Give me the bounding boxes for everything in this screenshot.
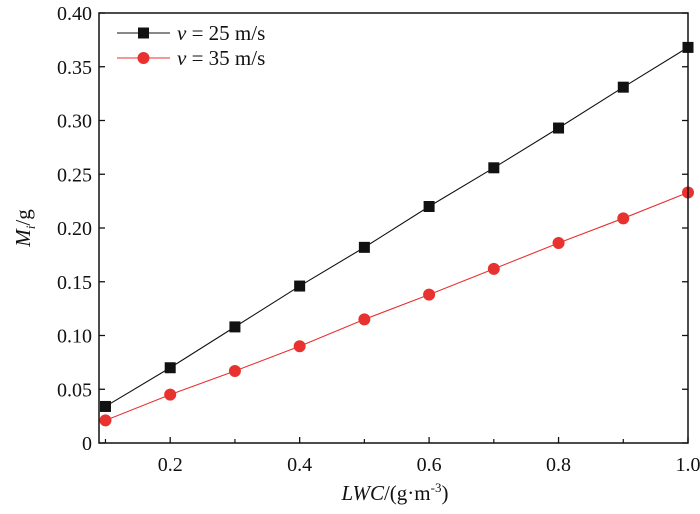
- legend: v = 25 m/sv = 35 m/s: [117, 21, 265, 70]
- data-point-circle: [228, 364, 241, 377]
- x-tick-label: 0.8: [546, 454, 571, 476]
- data-point-circle: [423, 288, 436, 301]
- legend-marker-circle: [137, 52, 150, 64]
- data-point-square: [164, 362, 176, 374]
- y-tick-label: 0.35: [57, 57, 92, 79]
- x-tick-label: 0.6: [417, 454, 442, 476]
- x-tick-label: 0.4: [287, 454, 312, 476]
- legend-marker-square: [138, 27, 149, 39]
- data-point-square: [423, 201, 435, 212]
- series-line-1: [105, 46, 689, 407]
- data-point-circle: [552, 237, 565, 250]
- legend-label: v = 25 m/s: [177, 21, 265, 45]
- y-axis-label: Mi/g: [11, 209, 38, 248]
- data-point-square: [358, 241, 370, 253]
- y-tick-label: 0: [82, 433, 92, 455]
- y-tick-label: 0.40: [57, 3, 92, 25]
- y-tick-label: 0.05: [57, 379, 92, 401]
- data-point-square: [553, 122, 565, 134]
- data-point-circle: [99, 414, 112, 427]
- plot-frame: [98, 12, 689, 444]
- x-axis-label: LWC/(g·m-3): [341, 480, 449, 505]
- data-point-circle: [617, 212, 630, 225]
- data-point-square: [617, 81, 629, 93]
- data-point-circle: [164, 388, 177, 401]
- y-tick-label: 0.25: [57, 164, 92, 186]
- data-point-circle: [358, 313, 371, 326]
- data-point-square: [294, 280, 306, 292]
- y-tick-label: 0.15: [57, 272, 92, 294]
- y-tick-label: 0.30: [57, 111, 92, 133]
- y-tick-label: 0.20: [57, 218, 92, 240]
- data-point-circle: [293, 340, 306, 353]
- x-tick-label: 1.0: [676, 454, 700, 476]
- series-line-2: [105, 192, 689, 421]
- data-point-square: [488, 162, 500, 174]
- data-point-circle: [487, 262, 500, 275]
- y-tick-label: 0.10: [57, 326, 92, 348]
- data-point-square: [99, 400, 111, 412]
- data-point-square: [229, 321, 241, 333]
- legend-label: v = 35 m/s: [177, 46, 265, 70]
- x-tick-label: 0.2: [158, 454, 183, 476]
